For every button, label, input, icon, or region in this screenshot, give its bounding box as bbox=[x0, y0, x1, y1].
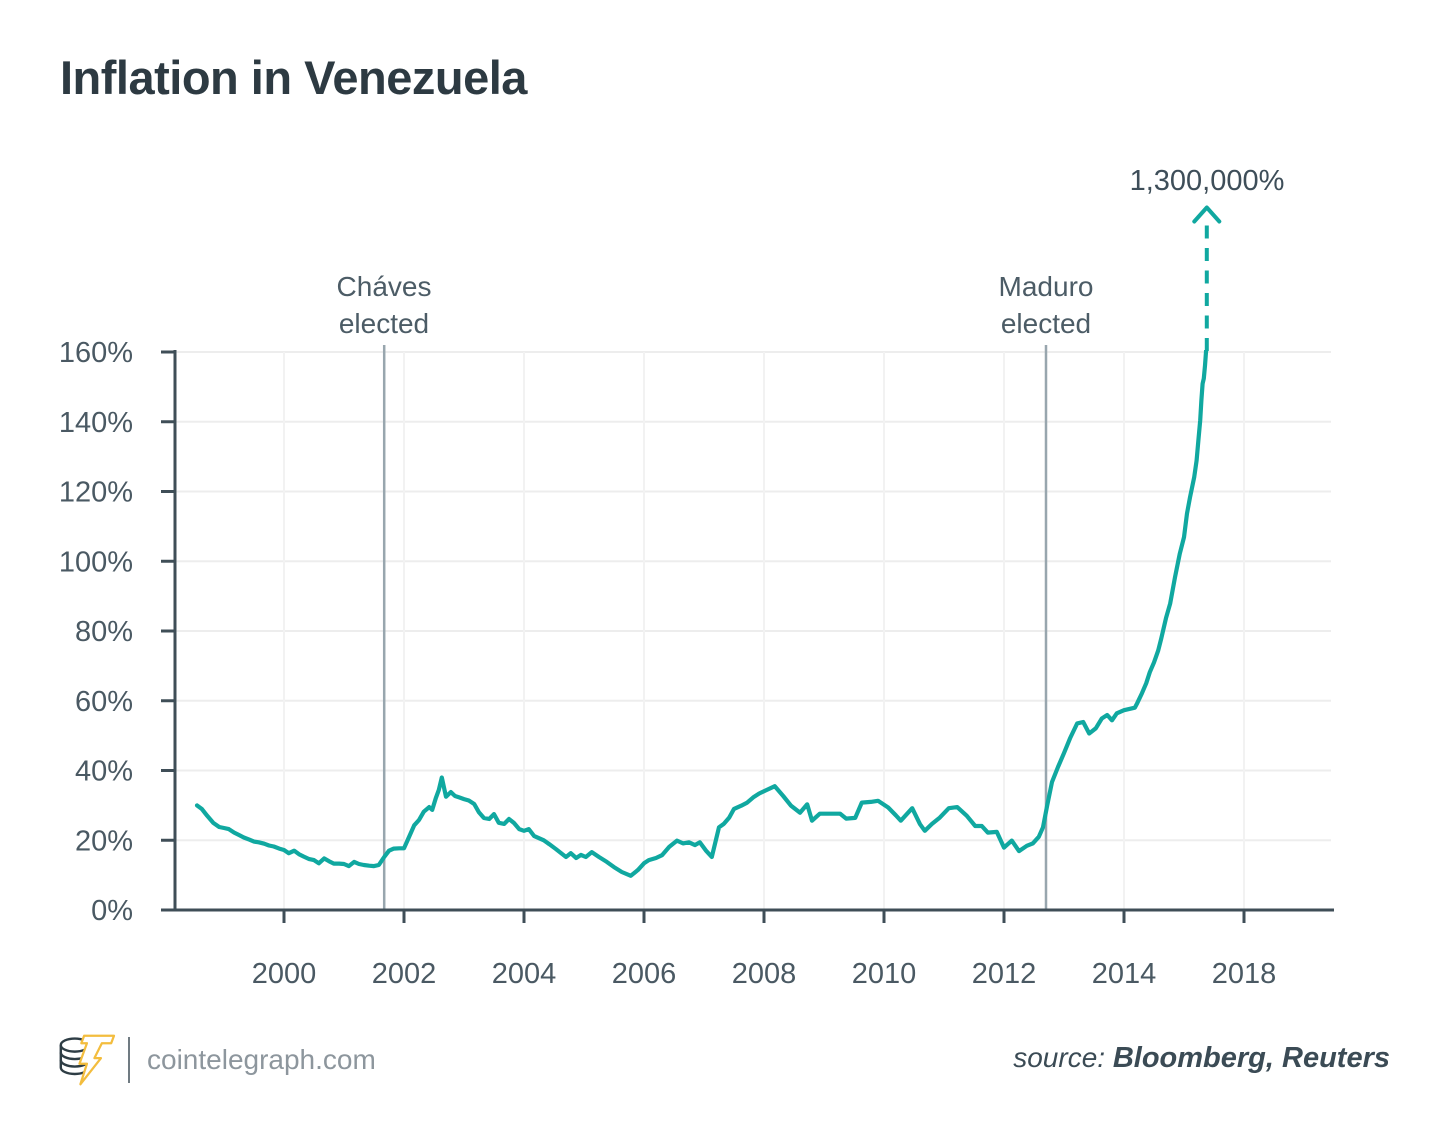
annotation-line: elected bbox=[338, 308, 430, 339]
x-tick-label: 2014 bbox=[1092, 958, 1157, 990]
x-tick-label: 2004 bbox=[492, 958, 557, 990]
y-tick-label: 140% bbox=[59, 407, 133, 439]
annotation-line: Cháves bbox=[336, 271, 432, 302]
offscale-arrow-head bbox=[1192, 205, 1222, 224]
x-tick-label: 2010 bbox=[852, 958, 917, 990]
x-tick-label: 2012 bbox=[972, 958, 1037, 990]
annotation-line: Maduro bbox=[998, 271, 1094, 302]
y-tick-label: 160% bbox=[59, 337, 133, 369]
source-prefix: source: bbox=[1013, 1042, 1106, 1073]
x-tick-label: 2008 bbox=[732, 958, 797, 990]
lightning-bolt-icon bbox=[78, 1034, 116, 1086]
y-tick-label: 100% bbox=[59, 546, 133, 578]
page-title: Inflation in Venezuela bbox=[60, 51, 527, 104]
y-tick-label: 20% bbox=[75, 825, 133, 857]
x-tick-label: 2000 bbox=[252, 958, 317, 990]
y-tick-label: 0% bbox=[91, 895, 133, 927]
x-tick-label: 2002 bbox=[372, 958, 437, 990]
annotation-maduro-elected: Maduro elected bbox=[999, 268, 1094, 342]
x-tick-label: 2006 bbox=[612, 958, 677, 990]
peak-value-label: 1,300,000% bbox=[1129, 165, 1285, 197]
annotation-line: elected bbox=[1000, 308, 1092, 339]
y-tick-label: 120% bbox=[59, 477, 133, 509]
x-tick-label: 2018 bbox=[1212, 958, 1277, 990]
y-tick-label: 80% bbox=[75, 616, 133, 648]
source-value: Bloomberg, Reuters bbox=[1112, 1042, 1390, 1074]
site-name: cointelegraph.com bbox=[147, 1044, 376, 1075]
annotation-chavez-elected: Cháves elected bbox=[337, 268, 432, 342]
source-credit: source: Bloomberg, Reuters bbox=[1013, 1042, 1390, 1075]
footer-divider bbox=[128, 1037, 130, 1083]
y-tick-label: 40% bbox=[75, 756, 133, 788]
y-tick-label: 60% bbox=[75, 686, 133, 718]
cointelegraph-logo bbox=[59, 1034, 116, 1086]
inflation-series-line bbox=[194, 350, 1209, 878]
